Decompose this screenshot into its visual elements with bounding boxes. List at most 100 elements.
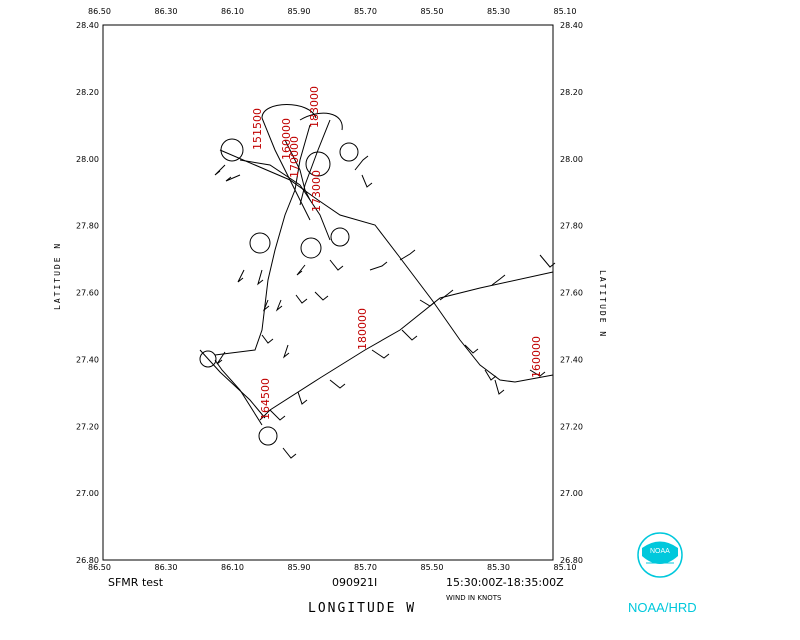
time-label: 164500 (259, 378, 272, 420)
wind-barb-icon (297, 391, 308, 405)
y-tick-label: 27.20 (76, 422, 99, 431)
track-arc (299, 112, 343, 131)
wind-barb-icon (439, 289, 454, 301)
track-loop (330, 227, 350, 247)
x-tick-label: 85.10 (554, 563, 577, 572)
x-tick-label: 85.90 (288, 563, 311, 572)
wind-barb-icon (261, 334, 274, 344)
y-tick-label: 28.20 (560, 88, 583, 97)
wind-barb-icon (282, 447, 297, 459)
y-tick-label: 27.40 (560, 355, 583, 364)
y-tick-label: 27.60 (560, 289, 583, 298)
track-segment (259, 271, 554, 421)
track-segment (214, 124, 311, 356)
y-tick-label: 27.00 (76, 489, 99, 498)
wind-barb-icon (354, 155, 369, 171)
track-loop (258, 426, 278, 446)
wind-barb-icon (419, 299, 436, 307)
y-tick-label: 27.40 (76, 355, 99, 364)
y-tick-label: 26.80 (76, 556, 99, 565)
wind-barb-icon (539, 254, 556, 268)
wind-units-note: WIND IN KNOTS (446, 594, 502, 602)
wind-barb-icon (237, 269, 245, 283)
time-label: 151500 (251, 108, 264, 150)
wind-barb-icon (491, 274, 506, 286)
y-axis-title-left: LATITUDE N (53, 242, 62, 310)
time-label: 180000 (356, 308, 369, 350)
y-tick-label: 27.60 (76, 289, 99, 298)
wind-barb-icon (329, 259, 344, 271)
noaa-bird-icon (642, 541, 678, 564)
time-range: 15:30:00Z-18:35:00Z (446, 576, 564, 589)
time-labels: 151500 160000 170000 173000 180000 18300… (251, 86, 543, 420)
wind-barb-icon (257, 269, 264, 286)
y-tick-label: 27.80 (76, 222, 99, 231)
track-passes (199, 117, 554, 426)
x-tick-labels-top: 86.50 86.30 86.10 85.90 85.70 85.50 85.30 85.10 (88, 7, 576, 16)
y-tick-label: 28.40 (560, 21, 583, 30)
flight-track (199, 104, 359, 446)
x-tick-labels-bottom: 86.50 86.30 86.10 85.90 85.70 85.50 85.30 85.10 (88, 563, 576, 572)
wind-barb-icon (262, 299, 270, 312)
wind-barb-icon (296, 264, 306, 276)
y-tick-label: 28.00 (560, 155, 583, 164)
track-segment (199, 349, 266, 419)
wind-barb-icon (369, 261, 388, 271)
wind-barb-icon (314, 291, 329, 301)
track-segment (284, 139, 311, 201)
wind-barb-icon (401, 329, 418, 341)
track-segment (214, 359, 263, 426)
noaa-logo: NOAA (637, 532, 683, 578)
x-tick-label: 86.50 (88, 563, 111, 572)
noaa-hrd-label: NOAA/HRD (628, 600, 697, 615)
y-tick-labels-left: 28.40 28.20 28.00 27.80 27.60 27.40 27.20 27.00… (76, 21, 99, 565)
plot-description: SFMR test (108, 576, 164, 589)
time-label: 170000 (288, 136, 301, 178)
wind-barb-icon (295, 294, 308, 304)
track-loop (339, 142, 359, 162)
wind-barb-icon (484, 369, 497, 381)
wind-barb-icon (216, 351, 226, 365)
wind-barb-icon (269, 409, 286, 421)
y-tick-label: 27.80 (560, 222, 583, 231)
track-loop (300, 237, 322, 259)
wind-barb-icon (464, 344, 479, 354)
x-tick-label: 85.30 (487, 563, 510, 572)
wind-barb-icon (225, 174, 241, 182)
wind-barb-icon (214, 164, 226, 176)
time-label: 160000 (530, 336, 543, 378)
x-tick-label: 85.70 (354, 563, 377, 572)
plot-frame (102, 24, 554, 561)
wind-barb-icon (399, 249, 416, 261)
track-loop (305, 151, 331, 177)
time-label: 183000 (308, 86, 321, 128)
track-loop (199, 350, 217, 368)
x-tick-label: 86.50 (88, 7, 111, 16)
x-tick-label: 85.50 (421, 7, 444, 16)
track-segment (219, 149, 554, 383)
time-label: 160000 (280, 118, 293, 160)
x-axis-title: LONGITUDE W (308, 601, 416, 616)
x-tick-label: 85.10 (554, 7, 577, 16)
x-tick-label: 86.10 (221, 563, 244, 572)
x-tick-label: 85.50 (421, 563, 444, 572)
y-tick-label: 27.00 (560, 489, 583, 498)
wind-barb-icon (529, 369, 546, 377)
x-tick-label: 86.30 (155, 7, 178, 16)
wind-barbs (214, 155, 556, 459)
y-tick-label: 26.80 (560, 556, 583, 565)
y-tick-label: 27.20 (560, 422, 583, 431)
wind-barb-icon (275, 299, 283, 312)
y-tick-label: 28.20 (76, 88, 99, 97)
noaa-logo-text: NOAA (650, 548, 670, 555)
wind-barb-icon (329, 379, 346, 389)
track-segment (299, 119, 331, 206)
y-axis-title-right: LATITUDE N (598, 270, 607, 338)
x-tick-label: 85.90 (288, 7, 311, 16)
wind-barb-icon (371, 349, 390, 359)
x-tick-label: 85.70 (354, 7, 377, 16)
y-tick-label: 28.40 (76, 21, 99, 30)
track-loop (220, 138, 244, 162)
track-loop (249, 232, 271, 254)
